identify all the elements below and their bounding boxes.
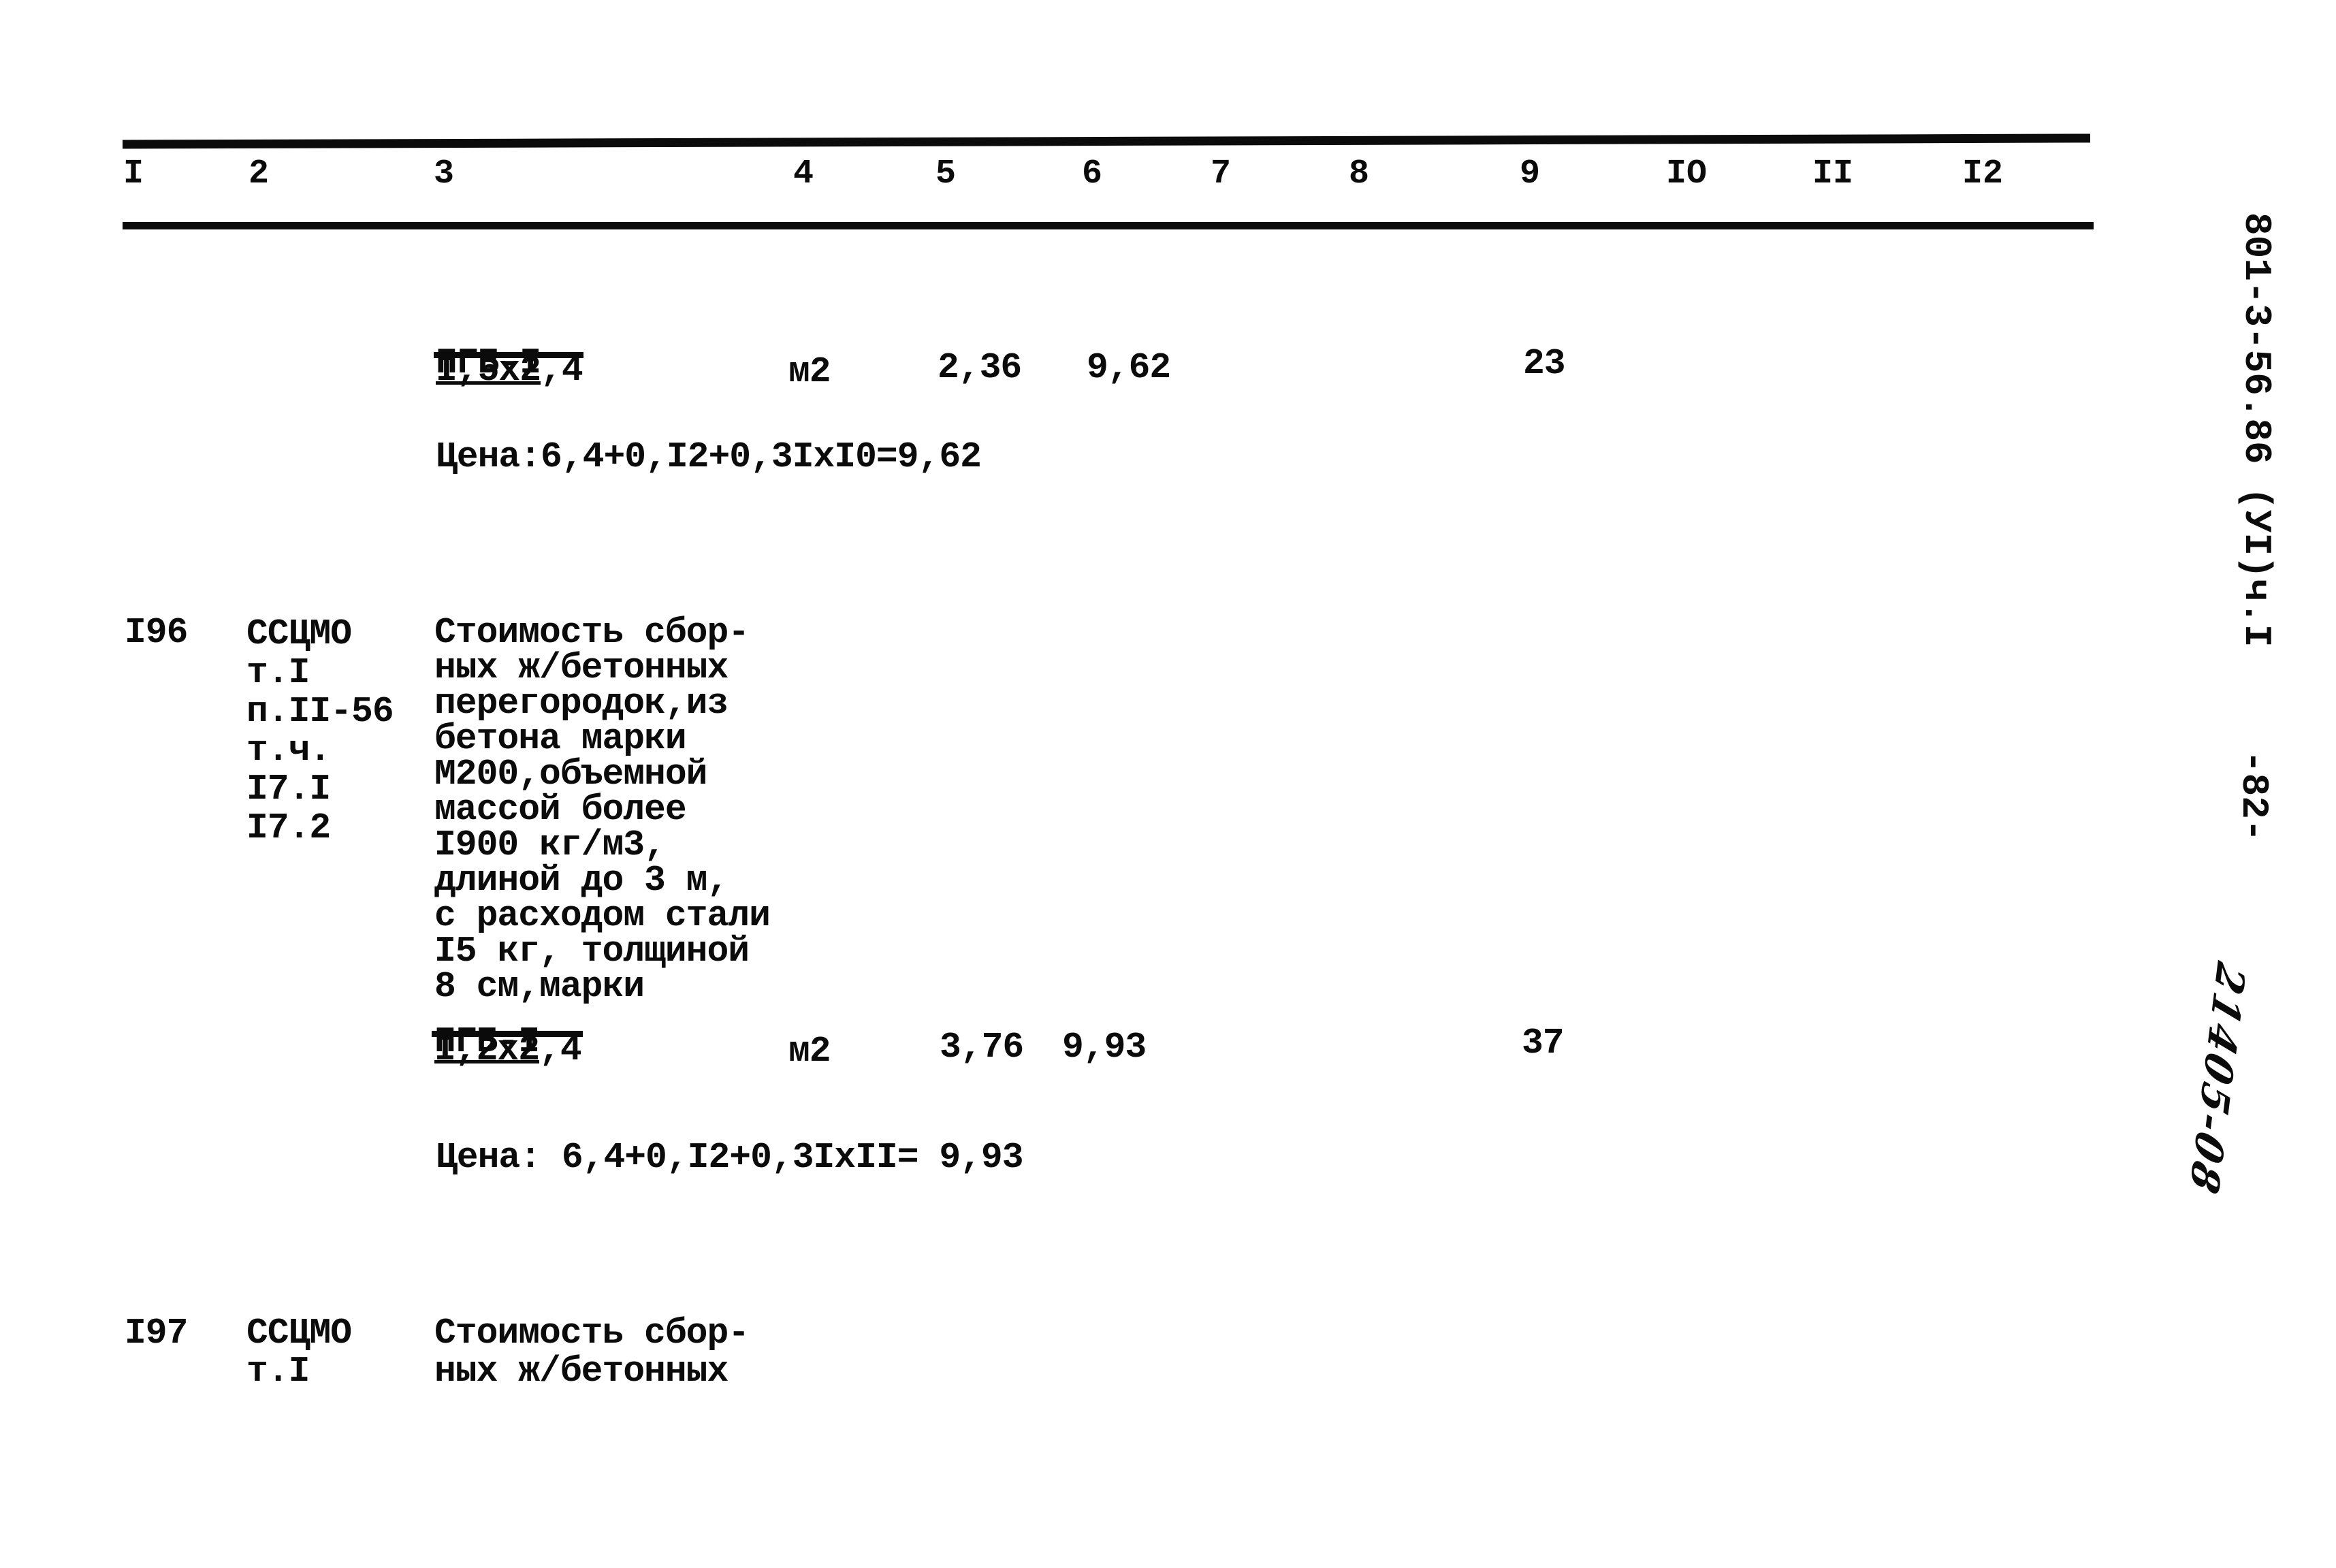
carryover-quantity: 2,36 [938, 347, 1022, 388]
column-header-2: 2 [248, 155, 270, 193]
header-bottom-rule [123, 222, 2094, 229]
column-header-8: 8 [1348, 155, 1370, 193]
row197-description: Стоимость сбор- ных ж/бетонных [434, 1313, 750, 1392]
carryover-price-note: Цена:6,4+0,I2+0,3IxI0=9,62 [436, 436, 982, 477]
row196-mark: ПГБ-I [434, 989, 540, 1063]
row196-price-note: Цена: 6,4+0,I2+0,3IxII= 9,93 [436, 1137, 1024, 1178]
carryover-mark-rule [434, 352, 583, 358]
row196-description: Стоимость сбор- ных ж/бетонных перегород… [434, 612, 771, 1007]
row196-size: I,2x2,4 [434, 1029, 582, 1070]
carryover-unit: м2 [788, 351, 831, 392]
carryover-unit-price: 9,62 [1087, 347, 1171, 388]
column-header-7: 7 [1210, 155, 1232, 193]
row196-item-no: I96 [125, 612, 188, 653]
carryover-mark: ПГБ-I [436, 310, 541, 385]
carryover-total: 23 [1523, 343, 1566, 384]
row196-unit: м2 [788, 1031, 831, 1072]
row196-mark-rule [432, 1031, 583, 1037]
row196-total: 37 [1522, 1023, 1565, 1063]
column-header-9: 9 [1519, 155, 1541, 193]
column-header-1: I [123, 155, 144, 193]
row196-mark-text: ПГБ-I [434, 1021, 540, 1063]
column-header-6: 6 [1081, 155, 1103, 193]
column-header-4: 4 [793, 155, 814, 193]
row197-basis: ССЦМО т.I [246, 1313, 352, 1392]
row196-basis: ССЦМО т.I п.II-56 т.ч. I7.I I7.2 [246, 613, 394, 848]
margin-page-number: -82- [2232, 750, 2275, 842]
column-header-3: 3 [433, 155, 455, 193]
row197-item-no: I97 [125, 1313, 188, 1354]
column-header-11: II [1812, 155, 1854, 193]
row196-unit-price: 9,93 [1062, 1027, 1147, 1068]
row196-quantity: 3,76 [940, 1027, 1024, 1068]
margin-series-code: 801-3-56.86 (УI)ч.I [2235, 212, 2278, 647]
carryover-mark-text: ПГБ-I [436, 342, 541, 385]
carryover-size: I,5x2,4 [436, 350, 583, 391]
table-top-rule [122, 133, 2091, 149]
column-header-10: IO [1665, 155, 1708, 193]
column-header-12: I2 [1962, 155, 2004, 193]
margin-inventory-number: 21405-08 [2181, 956, 2254, 1202]
column-header-5: 5 [935, 155, 957, 193]
